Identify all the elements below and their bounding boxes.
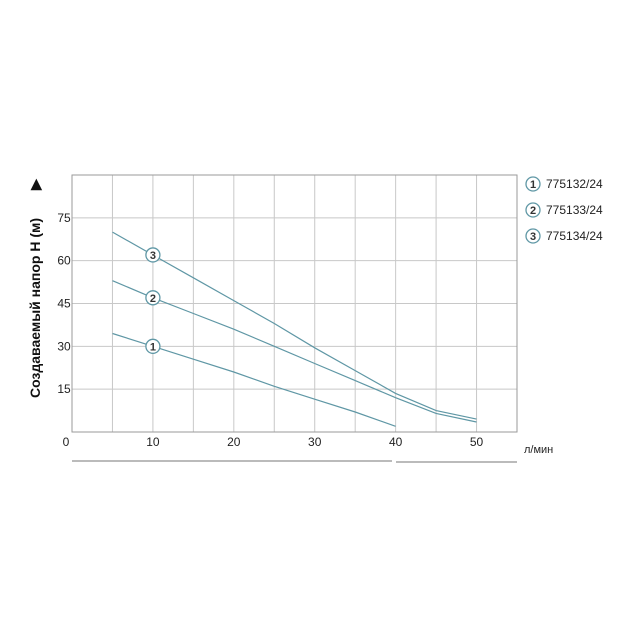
y-tick-labels: 15 30 45 60 75 (57, 211, 71, 396)
y-tick-label: 45 (57, 297, 71, 311)
y-axis-title: Создаваемый напор H (м) ▶ (27, 178, 43, 398)
x-tick-label: 40 (389, 435, 403, 449)
y-tick-label: 60 (57, 254, 71, 268)
series-markers: 1 2 3 (145, 247, 161, 354)
x-tick-label: 10 (146, 435, 160, 449)
series-marker-label-2: 2 (150, 293, 156, 305)
legend-marker-label-2: 2 (530, 205, 536, 217)
series-line-2 (112, 280, 477, 423)
y-axis-label: Создаваемый напор H (м) (27, 218, 43, 398)
series-lines (112, 231, 477, 427)
y-tick-label: 75 (57, 211, 71, 225)
y-tick-label: 30 (57, 339, 71, 353)
legend-entry-3: 775134/24 (546, 229, 603, 243)
x-tick-label: 20 (227, 435, 241, 449)
legend-entry-1: 775132/24 (546, 177, 603, 191)
series-marker-circle-1 (145, 338, 161, 354)
legend-marker-circle-3 (525, 228, 541, 244)
legend: 1 775132/24 2 775133/24 3 775134/24 (525, 176, 603, 244)
series-marker-label-3: 3 (150, 250, 156, 262)
x-tick-label: 50 (470, 435, 484, 449)
series-line-3 (112, 231, 477, 420)
plot-frame (71, 174, 518, 433)
series-marker-circle-2 (145, 290, 161, 306)
y-tick-label: 15 (57, 382, 71, 396)
x-axis-label: л/мин (524, 444, 553, 456)
grid (71, 174, 518, 433)
series-marker-circle-3 (145, 247, 161, 263)
x-tick-label: 0 (63, 435, 70, 449)
legend-entry-2: 775133/24 (546, 203, 603, 217)
legend-marker-label-1: 1 (530, 179, 536, 191)
x-tick-label: 30 (308, 435, 322, 449)
y-axis-arrow-icon: ▶ (27, 178, 43, 191)
legend-marker-circle-1 (525, 176, 541, 192)
legend-marker-label-3: 3 (530, 231, 536, 243)
series-marker-label-1: 1 (150, 341, 156, 353)
legend-marker-circle-2 (525, 202, 541, 218)
x-tick-labels: 0 10 20 30 40 50 (63, 435, 484, 449)
